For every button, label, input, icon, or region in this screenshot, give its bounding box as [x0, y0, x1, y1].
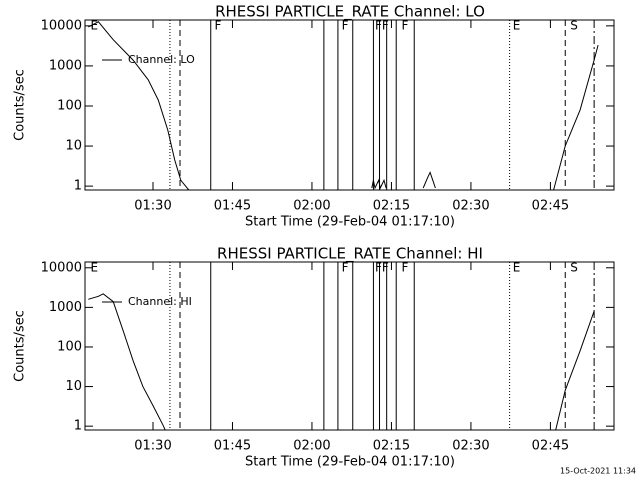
x-tick-label: 02:15 [373, 439, 410, 454]
event-label: F [342, 261, 349, 275]
data-line [88, 21, 599, 190]
event-label: E [90, 261, 98, 275]
x-tick-label: 02:00 [293, 199, 330, 214]
x-tick-label: 02:30 [452, 199, 489, 214]
x-tick-label: 02:30 [452, 439, 489, 454]
x-tick-label: 02:15 [373, 199, 410, 214]
event-label: F [214, 19, 221, 33]
x-tick-label: 01:30 [134, 439, 171, 454]
y-tick-label: 100 [57, 98, 82, 113]
y-tick-label: 100 [57, 339, 82, 354]
x-axis-label: Start Time (29-Feb-04 01:17:10) [245, 215, 455, 230]
event-label: F [382, 19, 389, 33]
event-label: F [375, 19, 382, 33]
y-tick-label: 1000 [49, 58, 82, 73]
event-label: F [402, 19, 409, 33]
event-label: E [513, 19, 521, 33]
plot-frame [84, 19, 615, 191]
event-label: E [513, 261, 521, 275]
chart-title: RHESSI PARTICLE_RATE Channel: HI [217, 245, 483, 264]
chart-title: RHESSI PARTICLE_RATE Channel: LO [215, 3, 485, 22]
y-tick-label: 10000 [41, 18, 82, 33]
y-tick-label: 10000 [41, 260, 82, 275]
y-tick-label: 1000 [49, 300, 82, 315]
event-label: F [375, 261, 382, 275]
y-tick-label: 10 [65, 379, 82, 394]
y-axis-label: Counts/sec [13, 69, 28, 141]
event-label: S [570, 261, 578, 275]
data-line [88, 293, 595, 430]
event-label: E [90, 19, 98, 33]
event-label: F [382, 261, 389, 275]
y-axis-label: Counts/sec [13, 310, 28, 382]
x-axis-label: Start Time (29-Feb-04 01:17:10) [245, 455, 455, 470]
x-tick-label: 01:45 [214, 199, 251, 214]
y-tick-label: 10 [65, 139, 82, 154]
x-tick-label: 01:45 [214, 439, 251, 454]
event-label: S [570, 19, 578, 33]
legend-label: Channel: HI [128, 295, 192, 308]
legend-label: Channel: LO [128, 53, 195, 66]
x-tick-label: 02:45 [532, 439, 569, 454]
y-tick-label: 1 [74, 419, 82, 434]
event-label: F [402, 261, 409, 275]
y-tick-label: 1 [74, 179, 82, 194]
x-tick-label: 02:45 [532, 199, 569, 214]
x-tick-label: 01:30 [134, 199, 171, 214]
plot-frame [84, 261, 615, 431]
footer: 15-Oct-2021 11:34 [560, 467, 636, 476]
x-tick-label: 02:00 [293, 439, 330, 454]
event-label: F [342, 19, 349, 33]
